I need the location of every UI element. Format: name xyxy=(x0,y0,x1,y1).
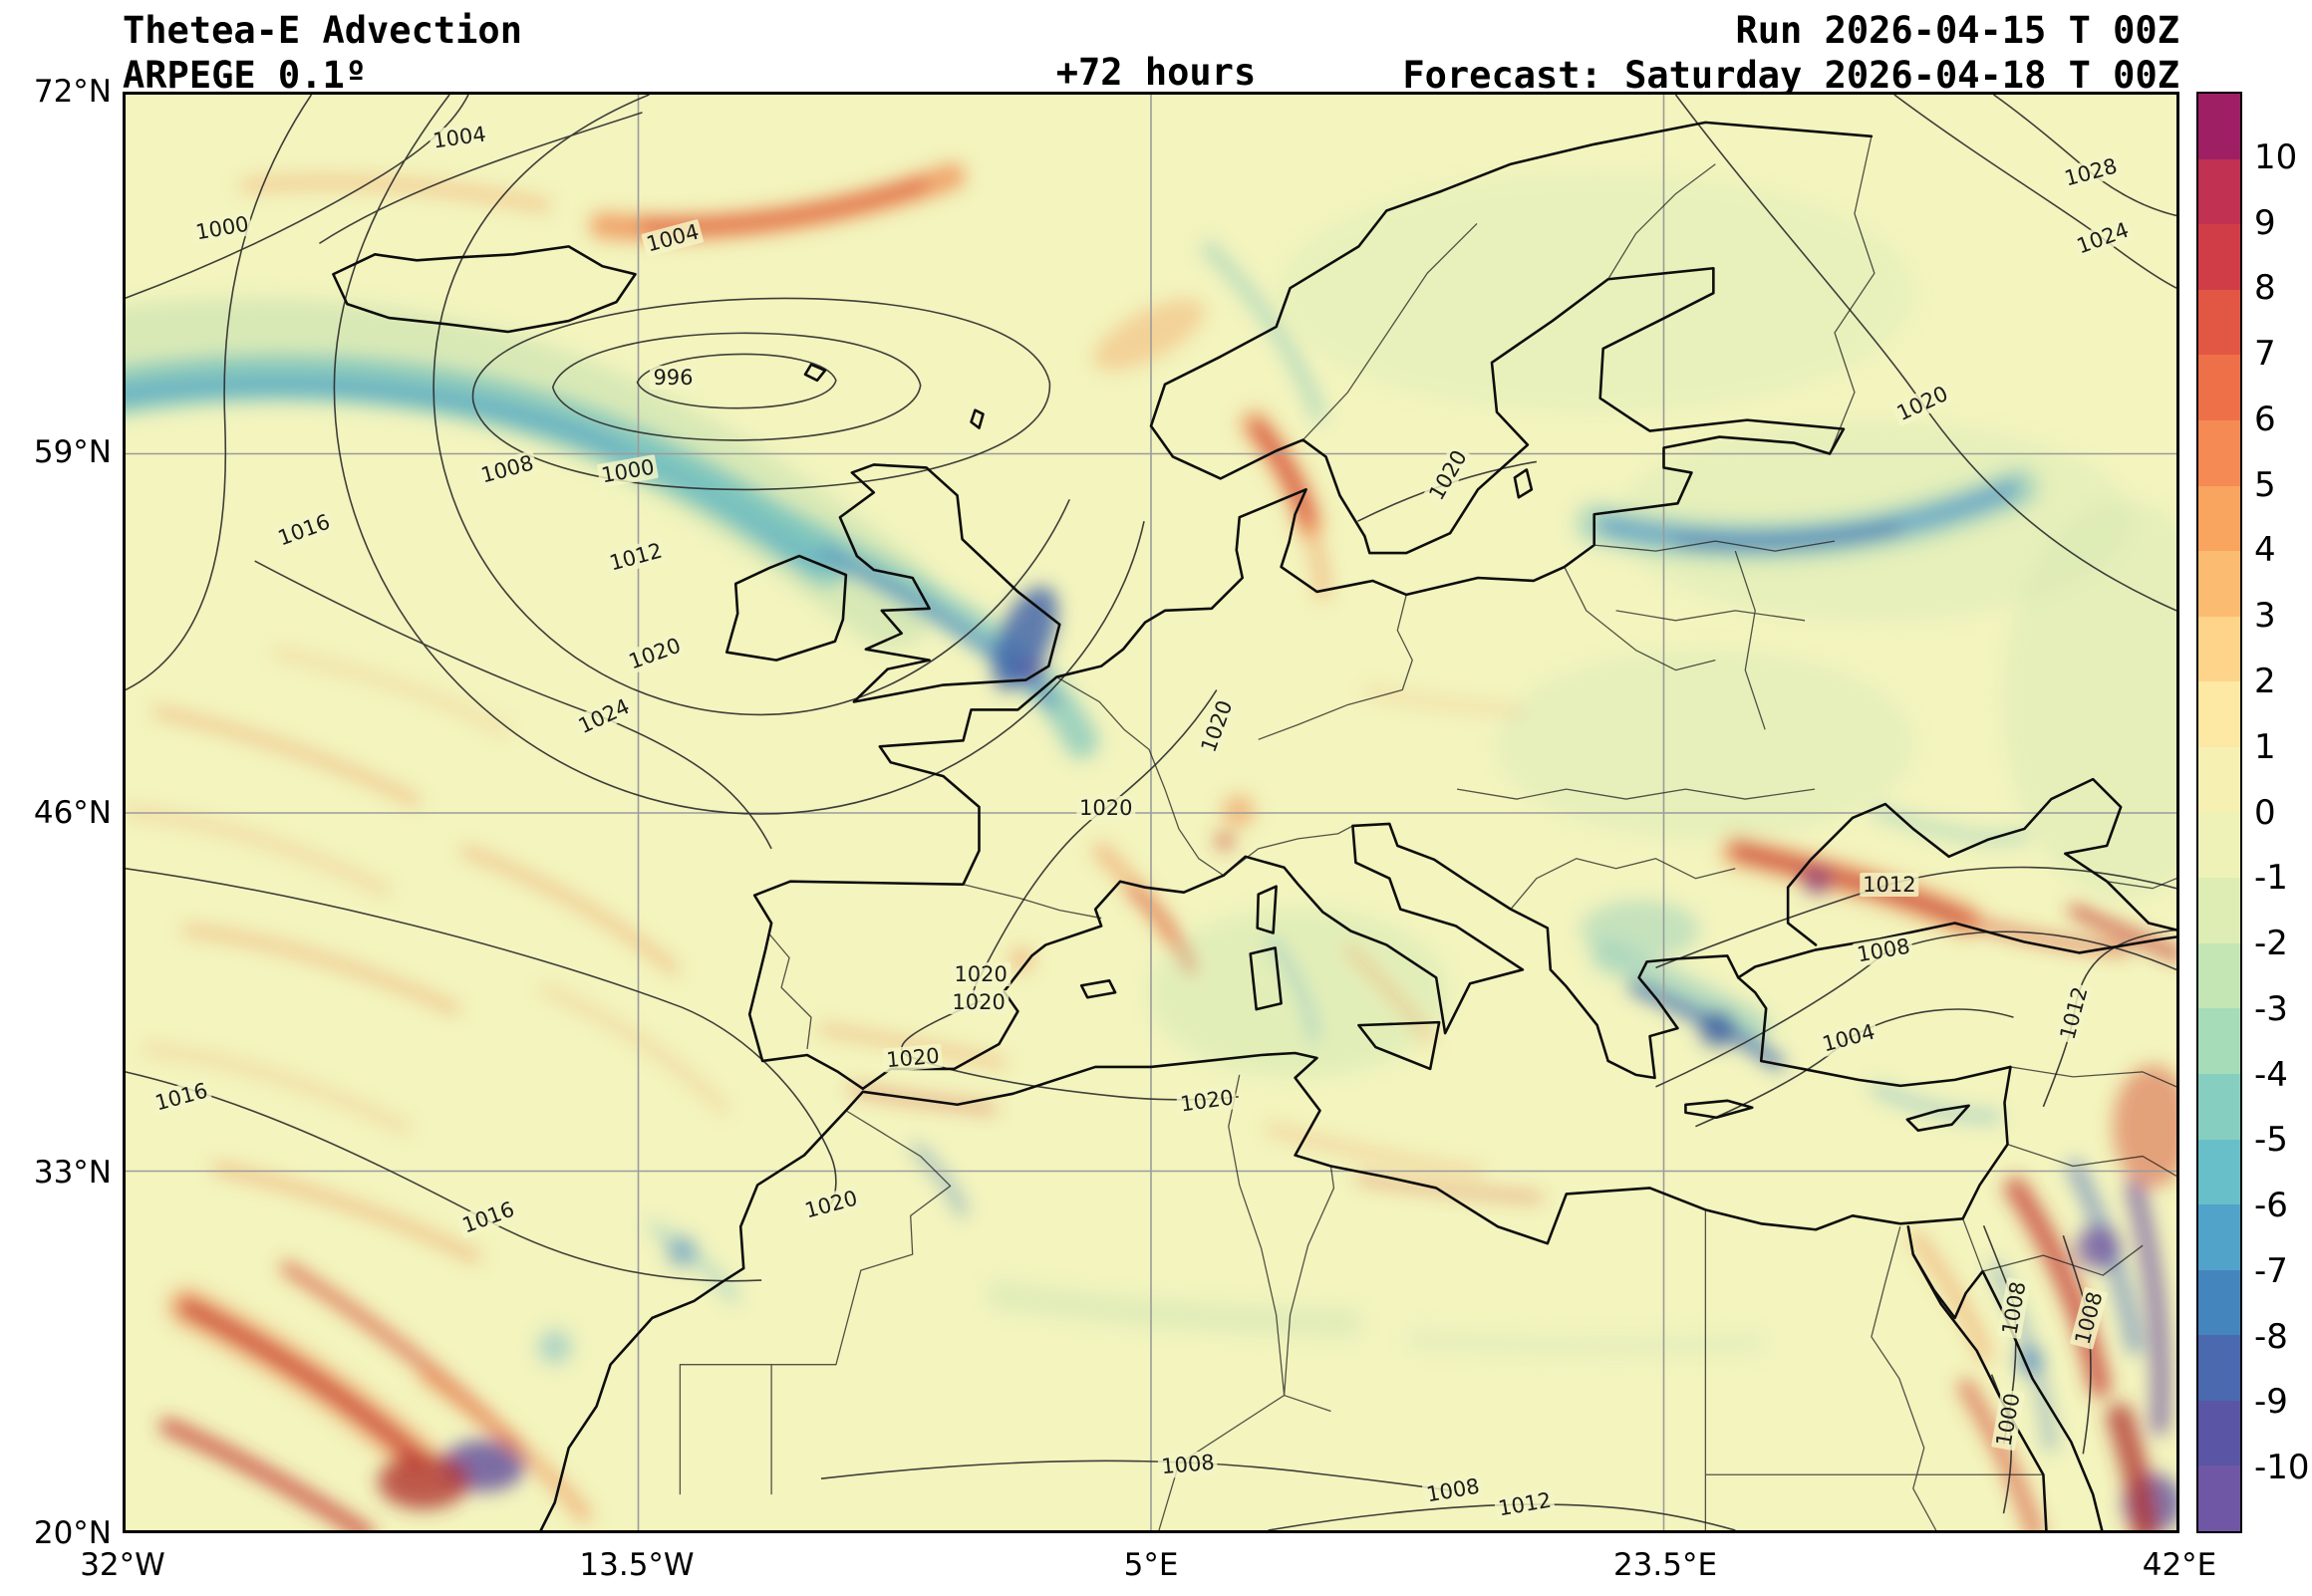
y-axis: 72°N 59°N 46°N 33°N 20°N xyxy=(0,74,112,1551)
model-label: ARPEGE 0.1º xyxy=(123,54,368,97)
y-tick-label: 59°N xyxy=(33,433,112,470)
colorbar-segment xyxy=(2198,812,2240,879)
colorbar-segment xyxy=(2198,746,2240,813)
x-tick-label: 13.5°W xyxy=(579,1547,695,1583)
colorbar-tick-label: -9 xyxy=(2254,1382,2288,1423)
x-tick-label: 42°E xyxy=(2142,1547,2217,1583)
chart-title: Thetea-E Advection xyxy=(123,9,522,52)
country-borders xyxy=(679,135,2176,1530)
x-tick-label: 23.5°E xyxy=(1612,1547,1718,1583)
colorbar-segment xyxy=(2198,878,2240,943)
colorbar-segment xyxy=(2198,616,2240,682)
colorbar-tick-label: 7 xyxy=(2254,334,2276,375)
colorbar-segment xyxy=(2198,1204,2240,1270)
colorbar-tick-label: -1 xyxy=(2254,858,2288,899)
colorbar-segment xyxy=(2198,1400,2240,1466)
colorbar-tick-label: 10 xyxy=(2254,136,2298,177)
colorbar-segment xyxy=(2198,551,2240,617)
colorbar-tick-label: 0 xyxy=(2254,792,2276,833)
colorbar-tick-label: 5 xyxy=(2254,464,2276,505)
run-label: Run 2026-04-15 T 00Z xyxy=(1735,9,2179,52)
colorbar-segment xyxy=(2198,1139,2240,1205)
colorbar-segment xyxy=(2198,485,2240,552)
colorbar-segment xyxy=(2198,158,2240,225)
x-tick-label: 32°W xyxy=(80,1547,165,1583)
colorbar-tick-label: 1 xyxy=(2254,726,2276,767)
colorbar-segment xyxy=(2198,681,2240,747)
colorbar-segment xyxy=(2198,942,2240,1009)
colorbar-segment xyxy=(2198,1465,2240,1532)
colorbar-tick-label: -5 xyxy=(2254,1120,2288,1161)
colorbar-segment xyxy=(2198,94,2240,159)
header-left: Thetea-E Advection ARPEGE 0.1º xyxy=(123,8,522,98)
colorbar-ticks: 10 9 8 7 6 5 4 3 2 1 0 -1 -2 -3 -4 -5 -6 -7 -8 -9 -10 xyxy=(2254,92,2312,1533)
y-tick-label: 46°N xyxy=(33,794,112,831)
colorbar-segment xyxy=(2198,1008,2240,1074)
forecast-label: Forecast: Saturday 2026-04-18 T 00Z xyxy=(1402,54,2179,97)
y-tick-label: 20°N xyxy=(33,1515,112,1551)
colorbar-tick-label: -6 xyxy=(2254,1186,2288,1226)
colorbar-tick-label: -10 xyxy=(2254,1448,2310,1488)
map-plot: 1004 1000 1004 996 1008 1000 1016 1012 1020 1024 1… xyxy=(123,92,2179,1533)
colorbar-segment xyxy=(2198,224,2240,290)
grid-lines xyxy=(126,95,2176,1530)
colorbar-tick-label: 8 xyxy=(2254,268,2276,309)
colorbar-tick-label: 6 xyxy=(2254,399,2276,439)
colorbar: 10 9 8 7 6 5 4 3 2 1 0 -1 -2 -3 -4 -5 -6 -7 -8 -9 -10 xyxy=(2196,92,2310,1533)
colorbar-tick-label: -7 xyxy=(2254,1250,2288,1291)
colorbar-segment xyxy=(2198,1073,2240,1140)
colorbar-segment xyxy=(2198,289,2240,356)
colorbar-segment xyxy=(2198,419,2240,486)
colorbar-tick-label: -3 xyxy=(2254,988,2288,1029)
y-tick-label: 33°N xyxy=(33,1155,112,1192)
colorbar-tick-label: 9 xyxy=(2254,202,2276,243)
colorbar-segment xyxy=(2198,1269,2240,1336)
x-axis: 32°W 13.5°W 5°E 23.5°E 42°E xyxy=(80,1543,2216,1593)
x-tick-label: 5°E xyxy=(1123,1547,1179,1583)
coastlines xyxy=(332,121,2176,1530)
colorbar-tick-label: 3 xyxy=(2254,596,2276,637)
header-right: Run 2026-04-15 T 00Z Forecast: Saturday … xyxy=(1402,8,2179,98)
map-canvas xyxy=(126,95,2176,1530)
advection-field xyxy=(126,162,2176,1530)
y-tick-label: 72°N xyxy=(33,74,112,110)
colorbar-segment xyxy=(2198,1335,2240,1401)
colorbar-tick-label: -4 xyxy=(2254,1054,2288,1095)
colorbar-segment xyxy=(2198,355,2240,420)
colorbar-tick-label: 2 xyxy=(2254,661,2276,701)
colorbar-tick-label: -8 xyxy=(2254,1316,2288,1357)
lead-time-label: +72 hours xyxy=(1055,51,1257,94)
colorbar-tick-label: 4 xyxy=(2254,530,2276,571)
colorbar-tick-label: -2 xyxy=(2254,924,2288,964)
colorbar-segments xyxy=(2196,92,2242,1533)
